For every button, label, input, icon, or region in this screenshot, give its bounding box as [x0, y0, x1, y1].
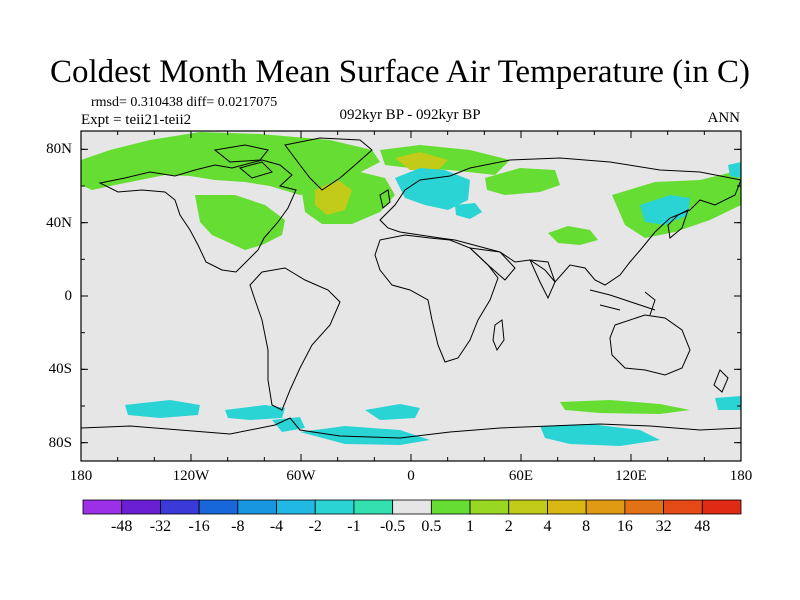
- colorbar-swatch: [353, 499, 394, 515]
- coast-greenland: [284, 137, 373, 191]
- anomaly-region-central-siberia: [485, 168, 560, 195]
- y-tick-label: 40N: [46, 214, 72, 231]
- anomaly-region-scandinavia: [395, 168, 470, 210]
- y-tick-label: 80S: [48, 434, 72, 451]
- anomaly-shading: [81, 132, 741, 446]
- colorbar-swatch: [276, 499, 316, 515]
- colorbar-swatch: [121, 499, 161, 515]
- anomaly-region-east-asia: [548, 226, 598, 245]
- stats-line: rmsd= 0.310438 diff= 0.0217075: [91, 95, 278, 110]
- coast-south-america: [249, 267, 341, 411]
- colorbar-label: 48: [694, 518, 711, 535]
- colorbar-swatch: [198, 499, 239, 515]
- x-tick-label: 0: [407, 468, 415, 484]
- colorbar-label: -4: [269, 518, 284, 535]
- colorbar-swatch: [430, 499, 471, 515]
- experiment-line: Expt = teii21-teii2: [81, 112, 192, 128]
- coastlines: [81, 137, 741, 439]
- y-tick-label: 80N: [46, 141, 72, 158]
- y-tick-label: 40S: [48, 361, 72, 378]
- axis-ticks: [80, 131, 742, 461]
- x-tick-label: 180: [729, 468, 753, 484]
- colorbar-label: -16: [188, 518, 210, 535]
- anomaly-region-southern-ocean-4: [715, 396, 741, 410]
- coast-japan: [667, 209, 689, 239]
- anomaly-region-nw-pacific: [640, 195, 690, 225]
- anomaly-region-antarctica-1: [300, 426, 430, 445]
- coast-new-zealand: [713, 369, 729, 393]
- x-tick-label: 120E: [615, 468, 647, 484]
- colorbar-swatch: [547, 499, 587, 515]
- colorbar-label: -32: [149, 518, 172, 535]
- y-tick-label: 0: [64, 288, 73, 304]
- anomaly-region-southern-ocean-3: [365, 404, 420, 420]
- coast-india: [529, 259, 556, 300]
- colorbar-label: 1: [466, 518, 475, 535]
- coast-north-america: [98, 159, 297, 273]
- colorbar-label: 0.5: [421, 518, 442, 535]
- colorbar-label: -48: [111, 518, 133, 535]
- colorbar-swatch: [585, 499, 626, 515]
- coast-madagascar: [492, 319, 505, 352]
- season-label: ANN: [707, 110, 741, 126]
- coast-se-asia-islands: [589, 289, 656, 316]
- colorbar-swatch: [237, 499, 277, 515]
- x-tick-label: 180: [69, 468, 93, 484]
- anomaly-region-antarctica-2: [540, 424, 660, 446]
- anomaly-region-antarctica-3: [272, 417, 305, 432]
- coast-british-isles: [379, 189, 391, 209]
- colorbar-swatch: [663, 499, 703, 515]
- anomaly-region-bering: [728, 162, 741, 178]
- x-tick-label: 120W: [172, 468, 210, 484]
- x-tick-label: 60W: [286, 468, 316, 484]
- colorbar-label: 16: [616, 518, 633, 535]
- colorbar-swatch: [701, 499, 742, 515]
- colorbar-label: 8: [582, 518, 591, 535]
- coast-africa: [374, 234, 499, 363]
- colorbar: [82, 499, 742, 515]
- colorbar-label: -2: [308, 518, 322, 535]
- colorbar-swatch: [82, 499, 123, 515]
- colorbar-label: 4: [543, 518, 552, 535]
- colorbar-swatch: [314, 499, 355, 515]
- anomaly-region-southern-ocean-green: [560, 400, 690, 414]
- anomaly-region-southern-ocean-1: [125, 400, 200, 418]
- coast-antarctica: [81, 417, 741, 439]
- anomaly-region-north-america: [195, 195, 285, 250]
- colorbar-label: -1: [347, 518, 361, 535]
- chart-title: Coldest Month Mean Surface Air Temperatu…: [50, 54, 750, 90]
- colorbar-label: 32: [655, 518, 672, 535]
- colorbar-swatch: [392, 499, 432, 515]
- colorbar-swatch: [624, 499, 664, 515]
- coast-eurasia: [379, 157, 741, 286]
- coast-arctic-islands: [213, 144, 273, 179]
- colorbar-swatch: [508, 499, 548, 515]
- coast-australia: [609, 314, 691, 376]
- colorbar-swatch: [469, 499, 510, 515]
- anomaly-region-siberia-yellow: [395, 152, 448, 170]
- colorbar-swatch: [160, 499, 200, 515]
- anomaly-region-southern-ocean-2: [225, 405, 285, 420]
- anomaly-region-europe-small: [455, 203, 482, 219]
- period-line: 092kyr BP - 092kyr BP: [339, 107, 481, 123]
- colorbar-label: -0.5: [379, 518, 406, 535]
- colorbar-label: -8: [231, 518, 245, 535]
- coast-arabia: [468, 247, 516, 281]
- x-tick-label: 60E: [508, 468, 534, 484]
- colorbar-label: 2: [504, 518, 513, 535]
